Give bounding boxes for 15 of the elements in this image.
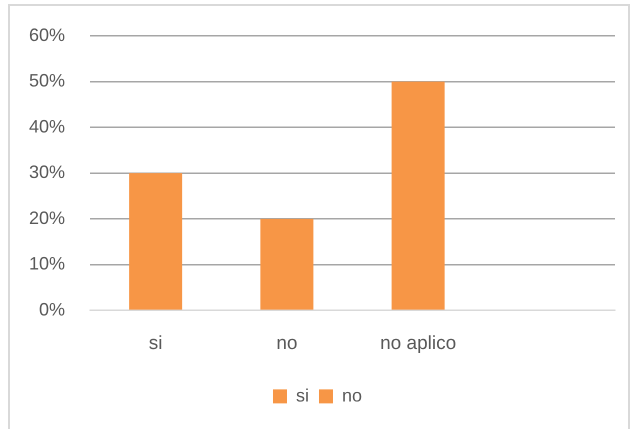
legend-label: no: [342, 385, 362, 406]
y-tick-label: 20%: [28, 208, 65, 228]
y-tick-label: 50%: [28, 70, 65, 91]
x-tick-label: no: [276, 333, 298, 354]
y-tick-label: 60%: [28, 24, 65, 45]
bar: [129, 173, 182, 310]
y-tick-label: 10%: [28, 254, 65, 274]
legend-label: si: [296, 385, 309, 406]
x-tick-label: si: [148, 333, 162, 354]
y-tick-label: 0%: [38, 299, 65, 320]
y-tick-label: 40%: [28, 116, 65, 136]
bar: [260, 218, 314, 310]
bar: [392, 82, 445, 310]
y-tick-label: 30%: [28, 162, 65, 182]
x-tick-label: no aplico: [380, 333, 456, 354]
